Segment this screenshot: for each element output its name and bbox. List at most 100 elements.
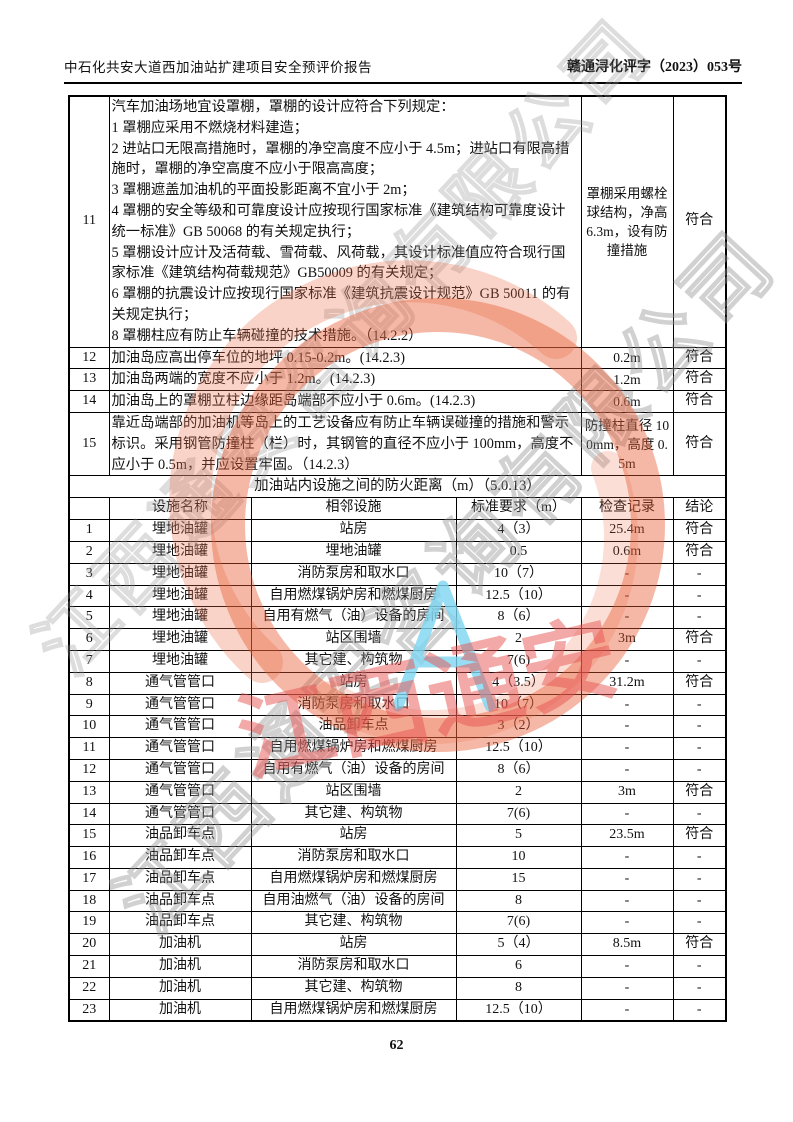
standard-requirement: 7(6): [455, 649, 582, 673]
conclusion: -: [672, 911, 727, 935]
row-number: 1: [68, 519, 110, 542]
standard-requirement: 8: [455, 889, 582, 913]
checklist-row: 11 汽车加油场地宜设罩棚，罩棚的设计应符合下列规定： 1 罩棚应采用不燃烧材料…: [68, 95, 727, 348]
fire-distance-row: 12 通气管管口 自用有燃气（油）设备的房间 8（6） - -: [68, 758, 727, 782]
facility-name: 油品卸车点: [108, 867, 252, 891]
report-title: 中石化共安大道西加油站扩建项目安全预评价报告: [64, 60, 372, 75]
facility-name: 油品卸车点: [108, 889, 252, 913]
checklist-row: 14 加油岛上的罩棚立柱边缘距岛端部不应小于 0.6m。(14.2.3) 0.6…: [68, 390, 727, 413]
neighbor-facility: 自用油燃气（油）设备的房间: [250, 889, 457, 913]
neighbor-facility: 自用有燃气（油）设备的房间: [250, 758, 457, 782]
conclusion: 符合: [672, 824, 727, 848]
fire-distance-row: 14 通气管管口 其它建、构筑物 7(6) - -: [68, 802, 727, 826]
facility-name: 埋地油罐: [108, 606, 252, 630]
neighbor-facility: 自用有燃气（油）设备的房间: [250, 606, 457, 630]
row-number: 3: [68, 562, 110, 586]
facility-name: 油品卸车点: [108, 824, 252, 848]
standard-requirement: 7(6): [455, 802, 582, 826]
row-number: 7: [68, 649, 110, 673]
row-number: 22: [68, 976, 110, 1000]
section-title: 加油站内设施之间的防火距离（m）（5.0.13）: [68, 475, 727, 499]
facility-name: 通气管管口: [108, 758, 252, 782]
neighbor-facility: 消防泵房和取水口: [250, 693, 457, 717]
check-record: 3m: [580, 780, 674, 804]
standard-requirement: 15: [455, 867, 582, 891]
fire-distance-row: 15 油品卸车点 站房 5 23.5m 符合: [68, 824, 727, 848]
check-record: -: [580, 889, 674, 913]
checklist-row: 15 靠近岛端部的加油机等岛上的工艺设备应有防止车辆误碰撞的措施和警示标识。采用…: [68, 411, 727, 477]
facility-name: 通气管管口: [108, 693, 252, 717]
row-number: 5: [68, 606, 110, 630]
col-header-neighbor: 相邻设施: [250, 497, 457, 521]
facility-name: 通气管管口: [108, 780, 252, 804]
conclusion: -: [672, 889, 727, 913]
conclusion: -: [672, 955, 727, 978]
check-record: -: [580, 802, 674, 826]
facility-name: 埋地油罐: [108, 649, 252, 673]
conclusion: 符合: [672, 411, 727, 477]
facility-name: 通气管管口: [108, 802, 252, 826]
page-header: 中石化共安大道西加油站扩建项目安全预评价报告 赣通浔化评字（2023）053号: [64, 56, 742, 84]
row-number: 21: [68, 955, 110, 978]
fire-distance-row: 3 埋地油罐 消防泵房和取水口 10（7） - -: [68, 562, 727, 586]
requirement-text: 加油岛两端的宽度不应小于 1.2m。(14.2.3): [108, 368, 582, 392]
conclusion: -: [672, 976, 727, 1000]
conclusion: -: [672, 584, 727, 608]
conclusion: -: [672, 802, 727, 826]
facility-name: 埋地油罐: [108, 519, 252, 542]
row-number: 6: [68, 628, 110, 651]
fire-distance-row: 17 油品卸车点 自用燃煤锅炉房和燃煤厨房 15 - -: [68, 867, 727, 891]
column-header-row: 设施名称 相邻设施 标准要求（m） 检查记录 结论: [68, 497, 727, 521]
standard-requirement: 8（6）: [455, 758, 582, 782]
neighbor-facility: 站区围墙: [250, 628, 457, 651]
inspection-table: 11 汽车加油场地宜设罩棚，罩棚的设计应符合下列规定： 1 罩棚应采用不燃烧材料…: [68, 95, 727, 1023]
fire-distance-row: 1 埋地油罐 站房 4（3） 25.4m 符合: [68, 519, 727, 542]
check-record: -: [580, 976, 674, 1000]
fire-distance-row: 11 通气管管口 自用燃煤锅炉房和燃煤厨房 12.5（10） - -: [68, 737, 727, 760]
checklist-section: 11 汽车加油场地宜设罩棚，罩棚的设计应符合下列规定： 1 罩棚应采用不燃烧材料…: [68, 95, 727, 477]
checklist-row: 12 加油岛应高出停车位的地坪 0.15-0.2m。(14.2.3) 0.2m …: [68, 346, 727, 370]
check-record: -: [580, 562, 674, 586]
row-number: 11: [68, 95, 110, 348]
standard-requirement: 8（6）: [455, 606, 582, 630]
conclusion: 符合: [672, 95, 727, 348]
check-record: -: [580, 846, 674, 869]
col-header-facility: 设施名称: [108, 497, 252, 521]
neighbor-facility: 其它建、构筑物: [250, 976, 457, 1000]
facility-name: 埋地油罐: [108, 628, 252, 651]
conclusion: -: [672, 715, 727, 739]
standard-requirement: 6: [455, 955, 582, 978]
check-record: 8.5m: [580, 933, 674, 957]
facility-name: 埋地油罐: [108, 540, 252, 564]
fire-distance-row: 19 油品卸车点 其它建、构筑物 7(6) - -: [68, 911, 727, 935]
check-record: -: [580, 715, 674, 739]
neighbor-facility: 埋地油罐: [250, 540, 457, 564]
conclusion: -: [672, 737, 727, 760]
check-record: -: [580, 693, 674, 717]
row-number: 15: [68, 824, 110, 848]
row-number: 14: [68, 390, 110, 413]
neighbor-facility: 其它建、构筑物: [250, 911, 457, 935]
standard-requirement: 12.5（10）: [455, 584, 582, 608]
conclusion: -: [672, 693, 727, 717]
facility-name: 加油机: [108, 976, 252, 1000]
check-record: -: [580, 649, 674, 673]
check-record: 0.6m: [580, 390, 674, 413]
row-number: 18: [68, 889, 110, 913]
facility-name: 加油机: [108, 933, 252, 957]
neighbor-facility: 站区围墙: [250, 780, 457, 804]
facility-name: 通气管管口: [108, 671, 252, 695]
standard-requirement: 4（3）: [455, 519, 582, 542]
neighbor-facility: 站房: [250, 671, 457, 695]
fire-distance-section-head: 加油站内设施之间的防火距离（m）（5.0.13） 设施名称 相邻设施 标准要求（…: [68, 475, 727, 521]
fire-distance-section: 1 埋地油罐 站房 4（3） 25.4m 符合 2 埋地油罐 埋地油罐 0.5 …: [68, 519, 727, 1022]
row-number: 11: [68, 737, 110, 760]
fire-distance-row: 8 通气管管口 站房 4（3.5） 31.2m 符合: [68, 671, 727, 695]
standard-requirement: 2: [455, 628, 582, 651]
standard-requirement: 0.5: [455, 540, 582, 564]
conclusion: -: [672, 649, 727, 673]
fire-distance-row: 4 埋地油罐 自用燃煤锅炉房和燃煤厨房 12.5（10） - -: [68, 584, 727, 608]
conclusion: -: [672, 867, 727, 891]
fire-distance-row: 23 加油机 自用燃煤锅炉房和燃煤厨房 12.5（10） - -: [68, 998, 727, 1022]
